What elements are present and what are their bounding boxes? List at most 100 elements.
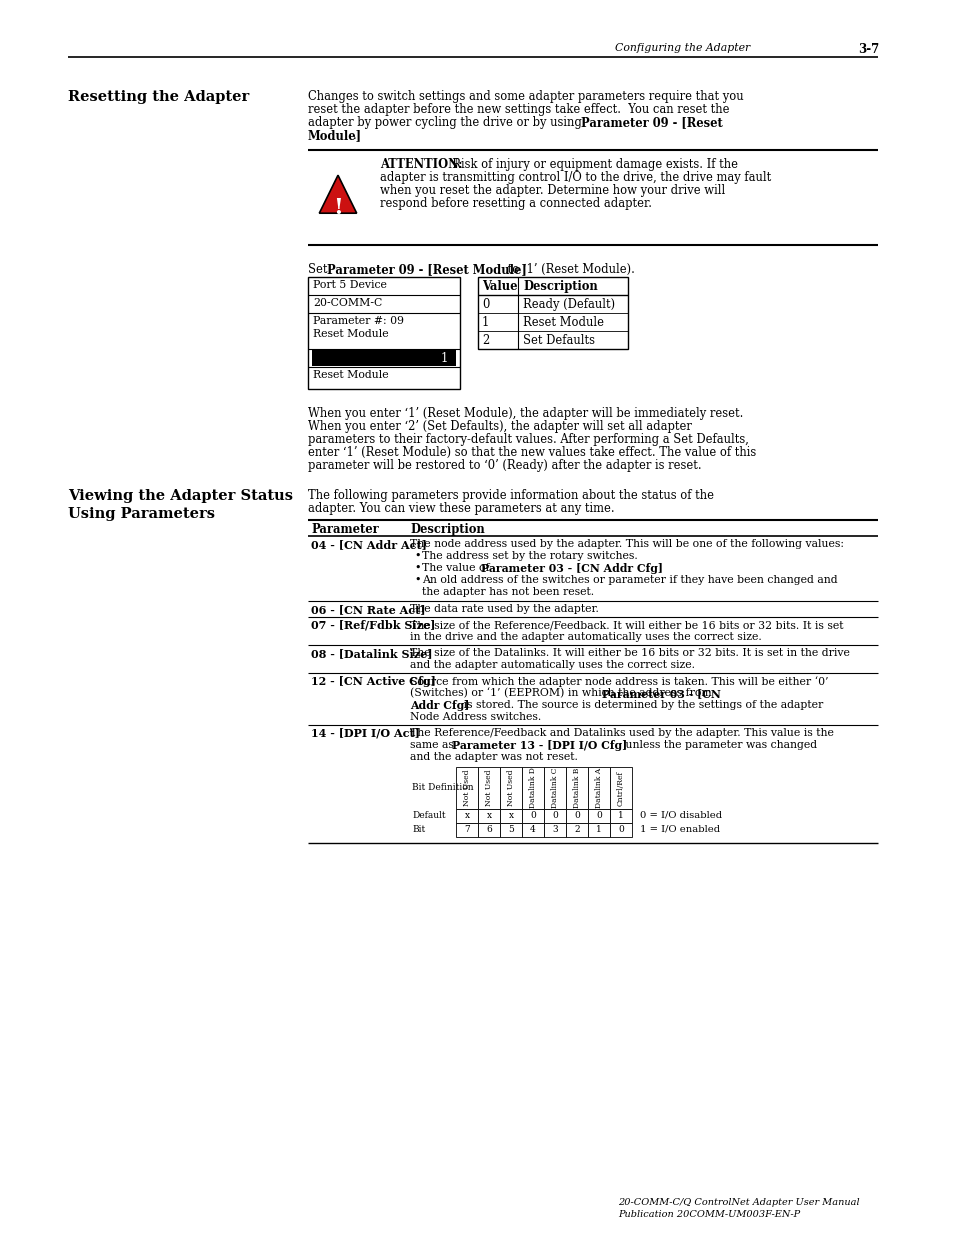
Text: •: • — [414, 551, 420, 561]
FancyBboxPatch shape — [609, 809, 631, 823]
Text: Bit: Bit — [412, 825, 425, 835]
Text: Datalink A: Datalink A — [595, 768, 602, 808]
Text: unless the parameter was changed: unless the parameter was changed — [621, 740, 817, 750]
FancyBboxPatch shape — [543, 823, 565, 837]
Text: Reset Module: Reset Module — [313, 370, 388, 380]
Text: Module]: Module] — [308, 128, 362, 142]
FancyBboxPatch shape — [609, 823, 631, 837]
Text: Risk of injury or equipment damage exists. If the: Risk of injury or equipment damage exist… — [444, 158, 738, 170]
Text: the adapter has not been reset.: the adapter has not been reset. — [421, 587, 594, 597]
Text: The size of the Reference/Feedback. It will either be 16 bits or 32 bits. It is : The size of the Reference/Feedback. It w… — [410, 620, 842, 630]
Text: 1: 1 — [596, 825, 601, 835]
Text: Parameter 13 - [DPI I/O Cfg]: Parameter 13 - [DPI I/O Cfg] — [452, 740, 626, 751]
FancyBboxPatch shape — [499, 767, 521, 809]
Text: 20-COMM-C/Q ControlNet Adapter User Manual: 20-COMM-C/Q ControlNet Adapter User Manu… — [618, 1198, 859, 1207]
Text: Cntrl/Ref: Cntrl/Ref — [617, 771, 624, 805]
Text: .: . — [353, 128, 356, 142]
Text: Value: Value — [481, 280, 517, 293]
Text: Changes to switch settings and some adapter parameters require that you: Changes to switch settings and some adap… — [308, 90, 742, 103]
Text: Resetting the Adapter: Resetting the Adapter — [68, 90, 249, 104]
Text: 06 - [CN Rate Act]: 06 - [CN Rate Act] — [311, 604, 425, 615]
Text: 0 = I/O disabled: 0 = I/O disabled — [639, 810, 721, 819]
Text: respond before resetting a connected adapter.: respond before resetting a connected ada… — [379, 198, 651, 210]
Text: Source from which the adapter node address is taken. This will be either ‘0’: Source from which the adapter node addre… — [410, 676, 827, 687]
Text: The node address used by the adapter. This will be one of the following values:: The node address used by the adapter. Th… — [410, 538, 843, 550]
Text: The size of the Datalinks. It will either be 16 bits or 32 bits. It is set in th: The size of the Datalinks. It will eithe… — [410, 648, 849, 658]
Text: Datalink B: Datalink B — [573, 768, 580, 808]
Text: ATTENTION:: ATTENTION: — [379, 158, 462, 170]
Text: .: . — [645, 563, 649, 573]
Text: Not Used: Not Used — [506, 769, 515, 806]
Text: is stored. The source is determined by the settings of the adapter: is stored. The source is determined by t… — [459, 700, 822, 710]
Text: reset the adapter before the new settings take effect.  You can reset the: reset the adapter before the new setting… — [308, 103, 729, 116]
Text: 6: 6 — [486, 825, 492, 835]
Text: When you enter ‘1’ (Reset Module), the adapter will be immediately reset.: When you enter ‘1’ (Reset Module), the a… — [308, 408, 742, 420]
Text: enter ‘1’ (Reset Module) so that the new values take effect. The value of this: enter ‘1’ (Reset Module) so that the new… — [308, 446, 756, 459]
Text: Ready (Default): Ready (Default) — [522, 298, 615, 311]
FancyBboxPatch shape — [565, 767, 587, 809]
FancyBboxPatch shape — [499, 809, 521, 823]
Text: 08 - [Datalink Size]: 08 - [Datalink Size] — [311, 648, 432, 659]
FancyBboxPatch shape — [477, 809, 499, 823]
Text: 12 - [CN Active Cfg]: 12 - [CN Active Cfg] — [311, 676, 436, 687]
Text: 0: 0 — [530, 811, 536, 820]
Text: in the drive and the adapter automatically uses the correct size.: in the drive and the adapter automatical… — [410, 632, 760, 642]
FancyBboxPatch shape — [543, 767, 565, 809]
Text: Set: Set — [308, 263, 331, 275]
FancyBboxPatch shape — [587, 823, 609, 837]
Polygon shape — [319, 175, 356, 214]
FancyBboxPatch shape — [456, 809, 477, 823]
Text: Using Parameters: Using Parameters — [68, 508, 214, 521]
Text: parameters to their factory-default values. After performing a Set Defaults,: parameters to their factory-default valu… — [308, 433, 748, 446]
Text: 5: 5 — [508, 825, 514, 835]
Text: 07 - [Ref/Fdbk Size]: 07 - [Ref/Fdbk Size] — [311, 620, 435, 631]
Text: Not Used: Not Used — [484, 769, 493, 806]
Text: to ‘1’ (Reset Module).: to ‘1’ (Reset Module). — [503, 263, 634, 275]
Text: !: ! — [333, 198, 342, 219]
Text: Parameter #: 09: Parameter #: 09 — [313, 316, 403, 326]
Text: 3: 3 — [552, 825, 558, 835]
Text: Parameter 03 - [CN Addr Cfg]: Parameter 03 - [CN Addr Cfg] — [480, 563, 662, 574]
Text: adapter is transmitting control I/O to the drive, the drive may fault: adapter is transmitting control I/O to t… — [379, 170, 770, 184]
Text: 7: 7 — [464, 825, 470, 835]
Text: Not Used: Not Used — [462, 769, 471, 806]
FancyBboxPatch shape — [477, 767, 499, 809]
FancyBboxPatch shape — [308, 277, 459, 389]
FancyBboxPatch shape — [587, 809, 609, 823]
Text: 2: 2 — [481, 333, 489, 347]
Text: Set Defaults: Set Defaults — [522, 333, 595, 347]
Text: 0: 0 — [596, 811, 601, 820]
Text: 2: 2 — [574, 825, 579, 835]
Text: Node Address switches.: Node Address switches. — [410, 713, 540, 722]
FancyBboxPatch shape — [312, 350, 456, 366]
Text: •: • — [414, 576, 420, 585]
Text: The Reference/Feedback and Datalinks used by the adapter. This value is the: The Reference/Feedback and Datalinks use… — [410, 727, 833, 739]
Text: Parameter: Parameter — [311, 522, 378, 536]
FancyBboxPatch shape — [477, 823, 499, 837]
Text: Parameter 09 - [Reset: Parameter 09 - [Reset — [580, 116, 722, 128]
FancyBboxPatch shape — [521, 809, 543, 823]
Text: Reset Module: Reset Module — [522, 316, 603, 329]
FancyBboxPatch shape — [565, 823, 587, 837]
Text: and the adapter automatically uses the correct size.: and the adapter automatically uses the c… — [410, 659, 695, 671]
Text: The following parameters provide information about the status of the: The following parameters provide informa… — [308, 489, 713, 501]
Text: 04 - [CN Addr Act]: 04 - [CN Addr Act] — [311, 538, 426, 550]
Text: 0: 0 — [574, 811, 579, 820]
Text: The data rate used by the adapter.: The data rate used by the adapter. — [410, 604, 598, 614]
Text: adapter. You can view these parameters at any time.: adapter. You can view these parameters a… — [308, 501, 614, 515]
Text: Default: Default — [412, 811, 445, 820]
Text: Datalink D: Datalink D — [529, 768, 537, 809]
Text: 1: 1 — [481, 316, 489, 329]
FancyBboxPatch shape — [521, 823, 543, 837]
Text: Parameter 03 - [CN: Parameter 03 - [CN — [601, 688, 720, 699]
Text: Bit Definition: Bit Definition — [412, 783, 473, 793]
Text: 0: 0 — [552, 811, 558, 820]
Text: Configuring the Adapter: Configuring the Adapter — [615, 43, 749, 53]
Text: 1: 1 — [440, 352, 447, 366]
Text: The value of: The value of — [421, 563, 493, 573]
FancyBboxPatch shape — [565, 809, 587, 823]
Text: (Switches) or ‘1’ (EEPROM) in which the address from: (Switches) or ‘1’ (EEPROM) in which the … — [410, 688, 715, 699]
Text: 0: 0 — [481, 298, 489, 311]
Text: An old address of the switches or parameter if they have been changed and: An old address of the switches or parame… — [421, 576, 837, 585]
Text: Datalink C: Datalink C — [551, 768, 558, 808]
